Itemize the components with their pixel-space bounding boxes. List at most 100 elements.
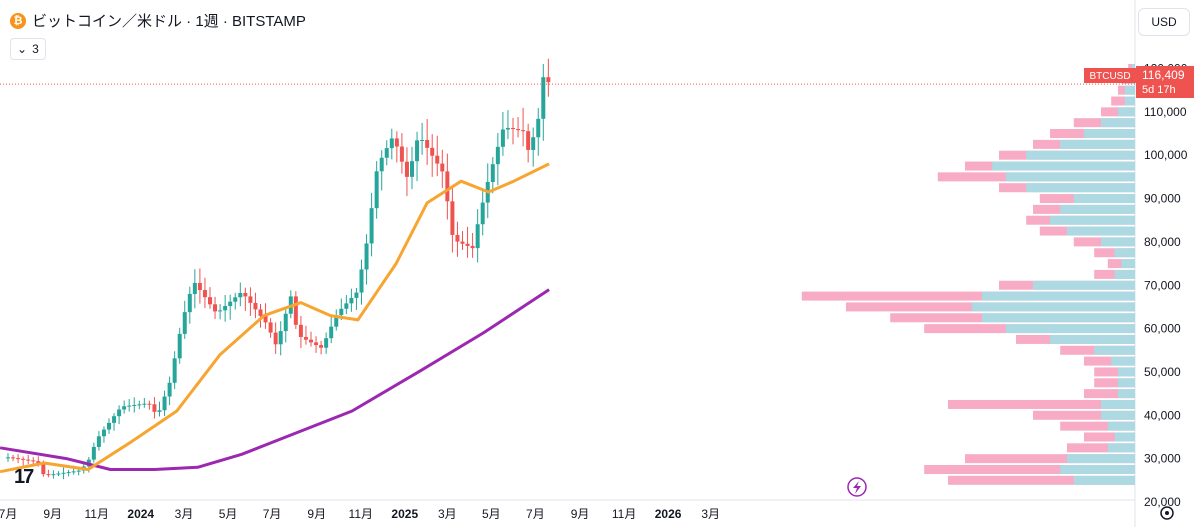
price-tick-label: 80,000 <box>1144 235 1181 249</box>
volume-profile-bar <box>1067 454 1135 464</box>
candle-body <box>531 137 536 150</box>
volume-profile-bar <box>1114 432 1135 442</box>
chevron-down-icon: ⌄ <box>17 42 28 56</box>
volume-profile-bar <box>1094 345 1135 355</box>
price-tick-label: 90,000 <box>1144 192 1181 206</box>
candle-body <box>546 77 551 83</box>
volume-profile-bar <box>1121 259 1135 269</box>
volume-profile-bar <box>1067 226 1135 236</box>
candle-body <box>107 422 111 430</box>
candle-body <box>394 138 399 147</box>
candle-body <box>16 458 21 460</box>
time-tick-label: 9月 <box>43 507 62 521</box>
candle-body <box>258 309 263 316</box>
candle-body <box>157 410 162 412</box>
volume-profile-bar <box>971 302 1135 312</box>
volume-profile-bar <box>1033 280 1135 290</box>
candle-body <box>490 164 495 182</box>
price-tick-label: 70,000 <box>1144 278 1181 292</box>
volume-profile-bar <box>1073 475 1135 485</box>
volume-profile-bar <box>1033 410 1135 420</box>
candle-body <box>26 459 31 461</box>
time-tick-label: 3月 <box>438 507 457 521</box>
price-tick-label: 20,000 <box>1144 495 1181 509</box>
time-tick-label: 11月 <box>612 507 636 521</box>
candle-body <box>435 155 440 164</box>
candle-body <box>51 474 56 476</box>
lightning-icon[interactable] <box>847 477 867 497</box>
volume-profile-bar <box>1111 96 1135 106</box>
time-tick-label: 2024 <box>127 507 154 521</box>
candle-body <box>167 382 172 397</box>
price-axis: 20,000 30,000 40,000 50,000 60,000 70,000 80,0… <box>1144 62 1188 510</box>
time-tick-label: 7月 <box>263 507 282 521</box>
time-tick-label: 5月 <box>482 507 501 521</box>
volume-profile-bar <box>1094 367 1135 377</box>
candle-body <box>379 157 384 172</box>
indicators-toggle[interactable]: ⌄ 3 <box>10 38 46 60</box>
currency-label: USD <box>1151 15 1177 29</box>
volume-profile-bar <box>1118 389 1135 399</box>
candle-body <box>71 471 76 473</box>
candle-body <box>127 405 132 407</box>
candle-body <box>202 290 207 298</box>
candle-body <box>404 161 409 177</box>
candle-body <box>21 458 26 460</box>
candle-body <box>384 148 389 158</box>
candle-body <box>218 310 223 312</box>
volume-profile-bar <box>1101 237 1135 247</box>
settings-icon[interactable] <box>1160 506 1174 520</box>
currency-button[interactable]: USD <box>1138 8 1190 36</box>
candle-body <box>521 130 526 132</box>
candle-body <box>112 416 117 423</box>
candle-body <box>495 146 500 165</box>
candle-body <box>172 358 177 383</box>
candle-body <box>253 302 258 310</box>
candle-body <box>41 464 46 475</box>
candle-body <box>455 234 460 242</box>
candle-body <box>440 163 445 172</box>
candle-body <box>526 131 531 150</box>
time-tick-label: 2025 <box>391 507 418 521</box>
price-label: BTCUSD 116,409 5d 17h <box>1084 66 1194 98</box>
price-tick-label: 110,000 <box>1144 105 1187 119</box>
symbol-header[interactable]: ₿ ビットコイン／米ドル · 1週 · BITSTAMP <box>10 10 306 31</box>
candle-body <box>208 297 212 305</box>
candle-body <box>142 403 147 405</box>
volume-profile-bar <box>948 475 1135 485</box>
candle-body <box>243 292 248 297</box>
candle-body <box>137 404 142 406</box>
candle-body <box>46 474 51 476</box>
candle-body <box>223 305 228 311</box>
price-tick-label: 60,000 <box>1144 322 1181 336</box>
tradingview-logo: 17 <box>14 466 34 488</box>
time-tick-label: 7月 <box>526 507 545 521</box>
candle-body <box>460 241 465 244</box>
candle-body <box>278 331 283 345</box>
indicators-count: 3 <box>32 42 39 56</box>
volume-profile-bar <box>1107 421 1135 431</box>
candle-body <box>96 436 101 447</box>
candle-body <box>364 243 369 270</box>
candle-body <box>263 315 268 323</box>
volume-profile-bar <box>1026 150 1135 160</box>
candle-body <box>354 292 359 298</box>
candle-body <box>319 345 324 348</box>
candle-body <box>273 332 278 345</box>
candle-body <box>6 457 10 459</box>
volume-profile-bar <box>1026 183 1135 193</box>
volume-profile-bar <box>1084 356 1135 366</box>
price-tick-label: 40,000 <box>1144 408 1181 422</box>
volume-profile-bar <box>1005 324 1135 334</box>
volume-profile-bar <box>1073 194 1135 204</box>
candle-body <box>298 324 303 338</box>
candle-body <box>349 297 354 304</box>
price-tag-symbol: BTCUSD <box>1089 71 1130 82</box>
volume-profile-bar <box>1050 334 1135 344</box>
volume-profile-bar <box>1060 204 1135 214</box>
candle-body <box>359 269 364 293</box>
volume-profile-bar <box>1084 129 1135 139</box>
volume-profile-bar <box>1114 269 1135 279</box>
